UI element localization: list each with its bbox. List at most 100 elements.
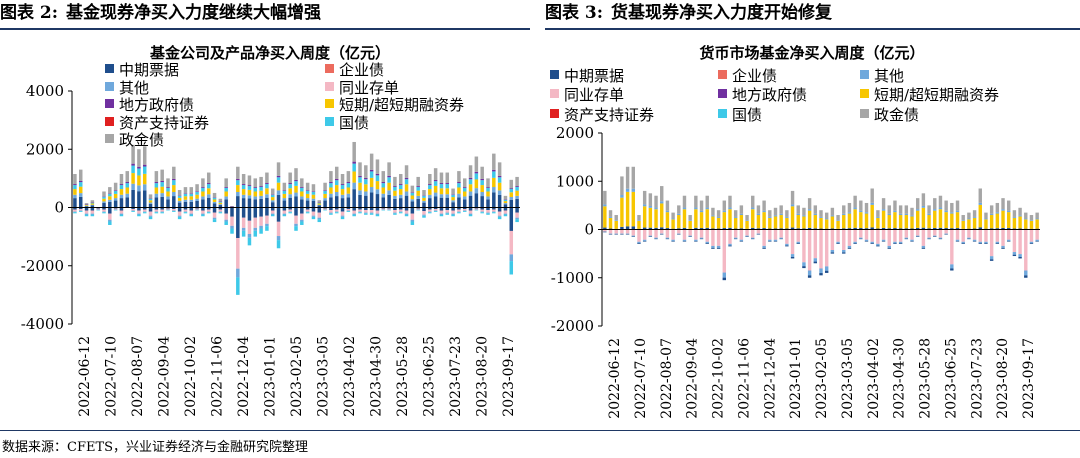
bar-segment-guozhai — [369, 171, 374, 178]
bar-segment-qita — [603, 204, 607, 207]
x-tick-label: 2023-02-05 — [289, 336, 305, 417]
bar-segment-qita — [352, 182, 356, 190]
bar-segment-zhengjin — [694, 195, 698, 208]
bar-segment-tongye — [73, 209, 77, 212]
bar-segment-duanqi — [779, 215, 783, 229]
bar-segment-qita — [802, 262, 806, 267]
bar-segment-zhengjin — [807, 198, 812, 210]
bar-segment-zhongqi — [915, 227, 920, 230]
bar-segment-qita — [751, 207, 755, 210]
bar-segment-tongye — [751, 229, 755, 238]
bar-segment-zhongqi — [972, 240, 977, 242]
bar-segment-zhengjin — [819, 210, 823, 217]
bar-segment-zhongqi — [445, 207, 450, 211]
bar-segment-duanqi — [259, 190, 263, 196]
bar-segment-difang — [276, 175, 281, 178]
bar-segment-zhongqi — [915, 236, 920, 237]
bar-segment-guozhai — [445, 184, 450, 189]
bar-segment-tongye — [779, 229, 783, 238]
bar-segment-tongye — [206, 209, 211, 212]
bar-segment-zhongqi — [790, 257, 795, 259]
y-tick-label: 1000 — [556, 172, 594, 190]
bar-segment-zhongqi — [620, 234, 624, 235]
bar-segment-tongye — [160, 209, 164, 212]
bar-segment-qita — [259, 195, 263, 199]
bar-segment-zhongqi — [346, 197, 351, 208]
bar-segment-qita — [671, 239, 675, 241]
bar-segment-qita — [870, 202, 874, 205]
legend-swatch-zichan — [550, 109, 559, 118]
bar-segment-qita — [474, 209, 479, 211]
bar-segment-qita — [317, 204, 322, 206]
bar-segment-zhongqi — [486, 207, 490, 211]
bar-segment-tongye — [137, 210, 141, 214]
bar-segment-qita — [1007, 210, 1011, 213]
bar-segment-zhongqi — [410, 207, 415, 214]
bar-segment-qita — [938, 237, 943, 239]
bar-segment-guozhai — [160, 212, 164, 214]
bar-segment-zhongqi — [201, 199, 205, 208]
bar-segment-zhongqi — [751, 227, 755, 230]
bar-segment-qita — [96, 209, 100, 211]
legend-label-zichan: 资产支持证券 — [119, 114, 209, 132]
bar-segment-duanqi — [1024, 219, 1028, 229]
bar-segment-zhongqi — [813, 261, 818, 264]
bar-segment-qita — [410, 219, 415, 222]
bar-segment-zhongqi — [779, 228, 783, 230]
bar-segment-qita — [898, 241, 903, 244]
bar-segment-qita — [682, 239, 687, 241]
bar-segment-zhengjin — [671, 212, 675, 219]
bar-segment-zhengjin — [881, 198, 886, 210]
bar-segment-tongye — [265, 215, 269, 224]
bar-segment-zhongqi — [364, 195, 368, 208]
bar-segment-qita — [768, 216, 772, 218]
bar-segment-duanqi — [404, 184, 409, 192]
bar-segment-zhongqi — [961, 243, 965, 244]
bar-segment-zhongqi — [515, 207, 519, 213]
bar-segment-zhongqi — [108, 201, 112, 208]
bar-segment-qita — [393, 195, 397, 199]
bar-segment-difang — [236, 178, 240, 181]
bar-segment-duanqi — [910, 216, 914, 229]
bar-segment-zhengjin — [358, 162, 362, 176]
bar-segment-zhongqi — [625, 234, 630, 235]
bar-segment-guozhai — [172, 210, 176, 212]
bar-segment-guozhai — [468, 214, 473, 217]
bar-segment-qita — [648, 235, 653, 237]
bar-segment-zhengjin — [887, 205, 891, 214]
bar-segment-difang — [84, 204, 89, 205]
bar-segment-duanqi — [369, 177, 374, 188]
bar-segment-guozhai — [96, 209, 100, 211]
bar-segment-qita — [933, 209, 937, 211]
bar-segment-difang — [166, 187, 170, 188]
bar-segment-duanqi — [762, 212, 766, 229]
bar-segment-guozhai — [108, 221, 112, 225]
bar-segment-qita — [125, 193, 130, 198]
bar-segment-tongye — [603, 229, 607, 232]
bar-segment-zhongqi — [824, 270, 829, 273]
legend-label-tongye: 同业存单 — [564, 86, 624, 104]
bar-segment-tongye — [515, 212, 519, 218]
bar-segment-tongye — [1001, 229, 1005, 246]
bar-segment-guozhai — [398, 185, 403, 190]
bar-segment-duanqi — [989, 215, 994, 229]
x-tick-label: 2022-06-12 — [77, 336, 93, 417]
bar-segment-duanqi — [955, 212, 960, 229]
bar-segment-zhengjin — [779, 205, 783, 214]
bar-segment-zhongqi — [154, 197, 159, 208]
bar-segment-zhengjin — [300, 178, 304, 188]
bar-segment-zhongqi — [393, 198, 397, 208]
bar-segment-duanqi — [677, 215, 681, 229]
bar-segment-qita — [694, 239, 698, 241]
bar-segment-zhongqi — [642, 240, 647, 242]
bar-segment-zhongqi — [608, 234, 613, 235]
bar-segment-qita — [688, 235, 692, 237]
bar-segment-zhongqi — [241, 207, 246, 218]
bar-segment-zhongqi — [195, 207, 199, 209]
bar-segment-zhongqi — [375, 207, 380, 211]
bar-segment-qita — [751, 237, 755, 239]
bar-segment-zhengjin — [288, 172, 292, 184]
bar-segment-guozhai — [282, 214, 287, 217]
bar-segment-zhongqi — [113, 200, 118, 208]
bar-segment-tongye — [497, 211, 502, 216]
